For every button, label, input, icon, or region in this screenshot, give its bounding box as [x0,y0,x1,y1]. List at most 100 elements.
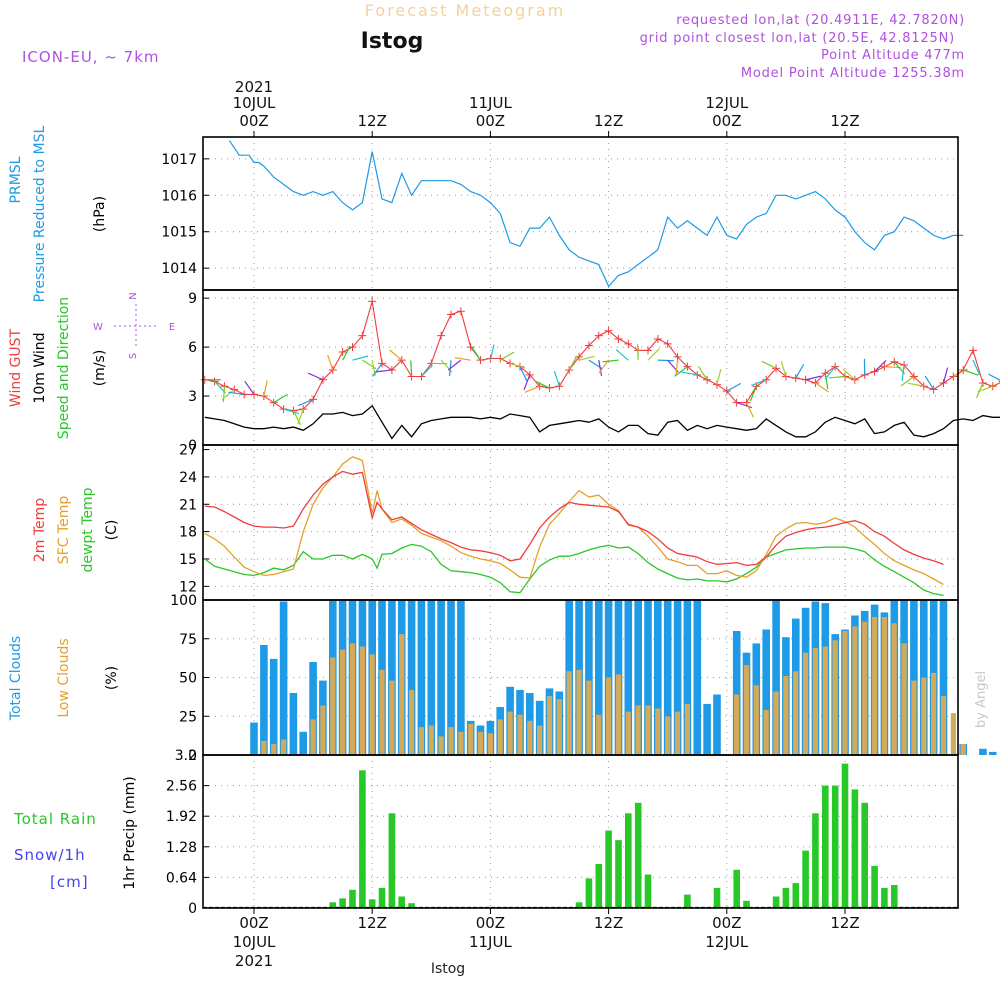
compass-s: S [128,353,139,359]
bottom-time-label: 12JUL [705,933,748,951]
wind-arrow [747,403,754,418]
low-cloud-bar [330,657,335,755]
pressure-label-desc: Pressure Reduced to MSL [32,125,48,302]
wind-arrow [353,356,368,360]
rain-bar [615,840,622,908]
wind-arrow [490,345,494,361]
top-time-label: 10JUL [233,94,276,112]
low-cloud-bar [626,712,631,755]
pressure-tick-label: 1014 [161,261,197,277]
top-time-label: 12Z [594,112,623,130]
top-time-label: 00Z [712,112,741,130]
wind-arrow [554,371,559,386]
low-cloud-bar [872,617,877,755]
low-cloud-bar [320,705,325,755]
low-cloud-bar [921,678,926,756]
cloud-tick-label: 75 [179,632,197,648]
wind-arrow [500,352,514,360]
low-cloud-bar [350,643,355,755]
low-cloud-bar [734,695,739,756]
cloud-tick-label: 50 [179,671,197,687]
compass-n: N [128,292,139,299]
compass-e: E [169,322,175,333]
gridpoint-coords: grid point closest lon,lat (20.5E, 42.81… [640,31,955,46]
top-time-label: 12JUL [705,94,748,112]
top-time-label: 12Z [830,112,859,130]
cloud-label-low: Low Clouds [56,638,72,717]
wind-arrow [569,356,577,370]
low-cloud-bar [448,727,453,755]
rain-bar [349,890,356,908]
total-cloud-bar [694,600,702,755]
wind-arrow [717,369,721,385]
wind-arrow [308,373,323,380]
low-cloud-bar [773,692,778,756]
total-cloud-bar [713,695,721,756]
rain-bar [832,786,839,908]
precip-tick-label: 1.28 [166,840,197,856]
rain-bar [635,803,642,908]
rain-bar [783,888,790,908]
low-cloud-bar [340,650,345,755]
total-cloud-bar [437,600,445,755]
top-time-label: 11JUL [469,94,512,112]
wind-arrow [658,360,674,361]
low-cloud-bar [419,727,424,755]
low-cloud-bar [537,726,542,756]
low-cloud-bar [892,623,897,755]
gust-marker [624,340,632,348]
low-cloud-bar [567,671,572,755]
rain-bar [773,897,780,909]
low-cloud-bar [616,674,621,755]
gust-marker [969,346,977,354]
low-cloud-bar [478,732,483,755]
rain-bar [596,864,603,908]
pressure-label-prmsl: PRMSL [8,156,24,203]
rain-bar [586,878,593,908]
wind-arrow [638,344,639,360]
wind-arrow [727,383,741,391]
temp-tick-label: 21 [179,497,197,513]
wind-arrow [421,365,432,377]
low-cloud-bar [409,690,414,755]
wind-arrow [963,370,978,375]
wind-arrow [343,346,351,360]
rain-bar [684,895,691,908]
gust-marker [457,307,465,315]
rain-bar [871,866,878,908]
low-cloud-bar [281,740,286,756]
pressure-tick-label: 1016 [161,188,197,204]
rain-bar [359,770,366,908]
sfc-temp-line [205,457,944,585]
precip-tick-label: 1.92 [166,809,197,825]
wind-arrow [762,361,776,368]
footer-station: Istog [431,961,465,977]
low-cloud-bar [586,681,591,755]
precip-label-rain: Total Rain [13,810,97,828]
wind-arrow [223,386,224,402]
rain-bar [793,883,800,908]
low-cloud-bar [360,647,365,756]
rain-bar [733,870,740,908]
low-cloud-bar [576,670,581,755]
rain-bar [369,899,376,908]
rain-bar [812,813,819,908]
temp-unit: (C) [104,520,120,541]
low-cloud-bar [665,716,670,755]
rain-bar [398,897,405,909]
wind-arrow [328,355,333,370]
wind-arrow [298,399,313,405]
temp-label-2m: 2m Temp [32,498,48,562]
wind-arrow [510,363,525,368]
rain-bar [802,851,809,908]
wind-arrow [455,358,471,361]
low-cloud-bar [754,685,759,755]
total-cloud-bar [280,602,288,756]
low-cloud-bar [636,705,641,755]
precip-tick-label: 2.56 [166,779,197,795]
rain-bar [389,813,396,908]
low-cloud-bar [783,676,788,755]
panel-frame [203,290,958,445]
total-cloud-bar [989,752,997,755]
low-cloud-bar [271,744,276,755]
